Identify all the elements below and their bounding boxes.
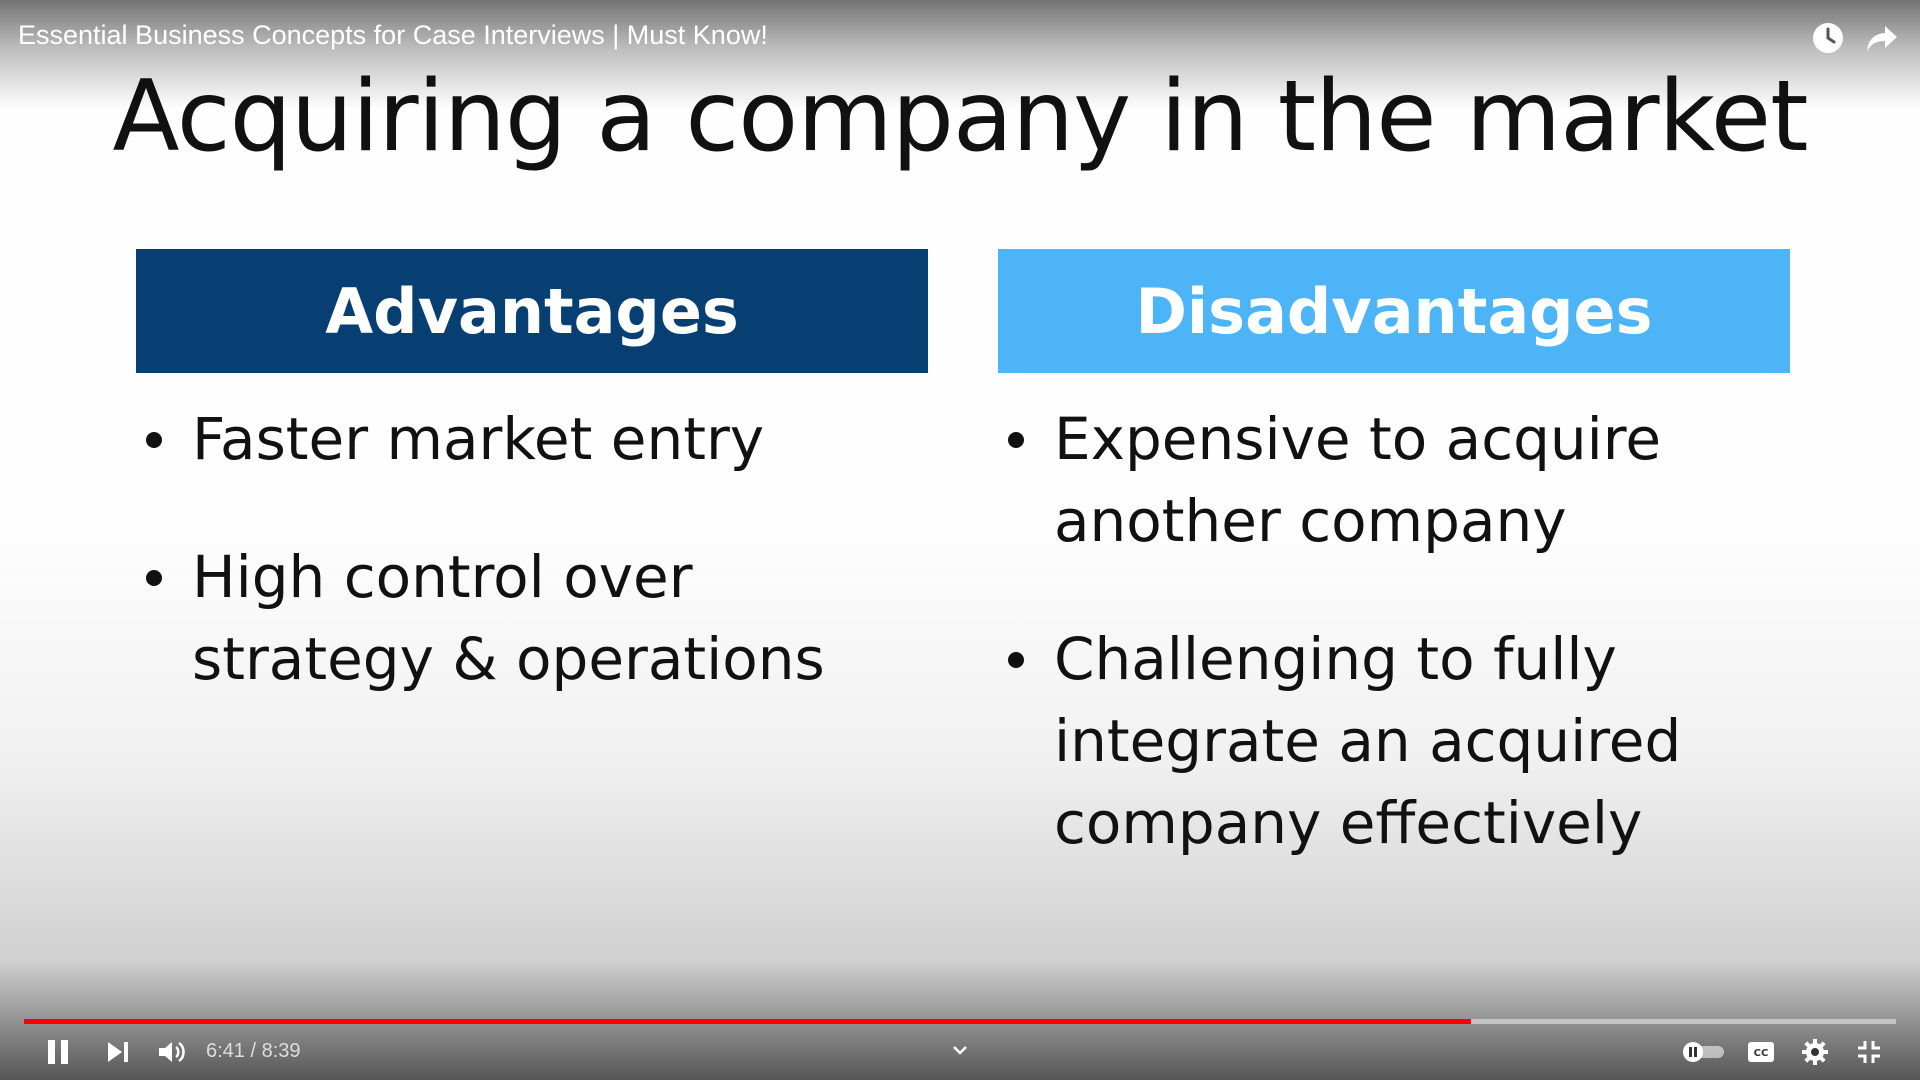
- settings-button[interactable]: [1791, 1034, 1839, 1070]
- share-arrow-icon: [1867, 26, 1897, 51]
- disadvantages-list: Expensive to acquire another company Cha…: [998, 398, 1798, 864]
- watch-later-button[interactable]: [1808, 18, 1848, 58]
- disadvantage-item: Expensive to acquire another company: [998, 398, 1798, 562]
- progress-played: [24, 1019, 1472, 1024]
- captions-button[interactable]: CC: [1737, 1034, 1785, 1070]
- progress-bar[interactable]: [24, 1019, 1896, 1024]
- disadvantage-item: Challenging to fully integrate an acquir…: [998, 618, 1798, 864]
- advantage-item: Faster market entry: [136, 398, 936, 480]
- volume-icon: [159, 1041, 185, 1063]
- exit-fullscreen-icon: [1858, 1041, 1880, 1063]
- top-overlay: Essential Business Concepts for Case Int…: [0, 0, 1920, 110]
- autoplay-toggle-icon: [1683, 1042, 1724, 1062]
- exit-fullscreen-button[interactable]: [1845, 1034, 1893, 1070]
- next-button[interactable]: [94, 1034, 142, 1070]
- share-button[interactable]: [1862, 18, 1902, 58]
- autoplay-toggle[interactable]: [1678, 1034, 1730, 1070]
- clock-icon: [1813, 23, 1843, 53]
- video-title[interactable]: Essential Business Concepts for Case Int…: [18, 20, 768, 50]
- gear-icon: [1802, 1039, 1828, 1065]
- time-display: 6:41 / 8:39: [206, 1040, 301, 1063]
- duration: 8:39: [261, 1040, 301, 1062]
- expand-chevron-button[interactable]: [944, 1038, 976, 1062]
- cc-icon: CC: [1748, 1042, 1774, 1062]
- advantages-list: Faster market entry High control over st…: [136, 398, 936, 700]
- pause-button[interactable]: [34, 1034, 82, 1070]
- time-separator: /: [250, 1040, 257, 1062]
- advantage-item: High control over strategy & operations: [136, 536, 936, 700]
- volume-button[interactable]: [148, 1034, 196, 1070]
- chevron-down-icon: [953, 1046, 967, 1055]
- advantages-header-label: Advantages: [325, 274, 739, 348]
- svg-text:CC: CC: [1754, 1048, 1769, 1059]
- next-icon: [108, 1042, 128, 1062]
- disadvantages-header: Disadvantages: [998, 249, 1790, 373]
- current-time: 6:41: [206, 1040, 245, 1062]
- disadvantages-header-label: Disadvantages: [1135, 274, 1653, 348]
- advantages-header: Advantages: [136, 249, 928, 373]
- pause-icon: [48, 1040, 68, 1064]
